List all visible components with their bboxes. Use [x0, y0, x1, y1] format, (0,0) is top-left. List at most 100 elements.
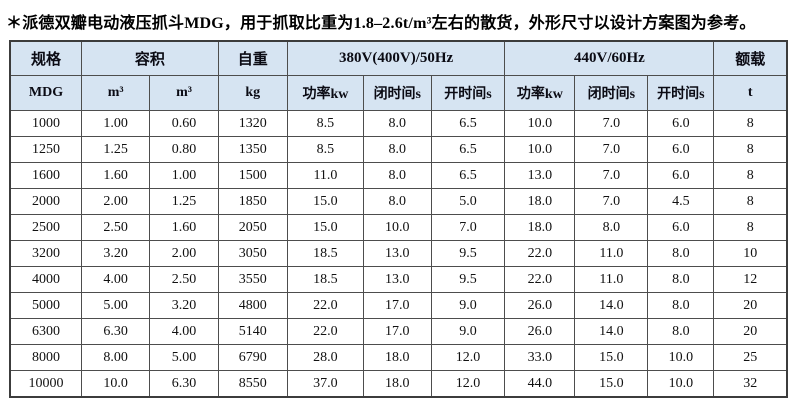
- value-cell: 14.0: [574, 292, 649, 319]
- value-cell: 2.00: [149, 240, 219, 267]
- table-row: 4000 4.00 2.50 3550 18.5 13.0 9.5 22.0 11.0 8.0 12: [9, 266, 788, 293]
- value-cell: 3.20: [80, 240, 151, 267]
- value-cell: 8.0: [647, 266, 715, 293]
- sub-header-row: MDG m³ m³ kg 功率kw 闭时间s 开时间s 功率kw 闭时间s 开时间s t: [9, 75, 788, 111]
- table-row: 1250 1.25 0.80 1350 8.5 8.0 6.5 10.0 7.0 6.0 8: [9, 136, 788, 163]
- value-cell: 15.0: [574, 370, 649, 398]
- value-cell: 18.0: [363, 370, 432, 398]
- value-cell: 8: [713, 214, 788, 241]
- value-cell: 5.00: [80, 292, 151, 319]
- value-cell: 2050: [217, 214, 288, 241]
- value-cell: 4.00: [149, 318, 219, 345]
- column-header: 功率kw: [286, 75, 365, 111]
- model-cell: 3200: [9, 240, 82, 267]
- value-cell: 1350: [217, 136, 288, 163]
- value-cell: 6.0: [647, 214, 715, 241]
- value-cell: 13.0: [363, 240, 432, 267]
- column-header: MDG: [9, 75, 82, 111]
- value-cell: 7.0: [574, 188, 649, 215]
- value-cell: 15.0: [286, 214, 365, 241]
- value-cell: 11.0: [286, 162, 365, 189]
- value-cell: 9.0: [430, 292, 506, 319]
- table-row: 8000 8.00 5.00 6790 28.0 18.0 12.0 33.0 15.0 10.0…: [9, 344, 788, 371]
- column-header: kg: [217, 75, 288, 111]
- value-cell: 6.5: [430, 110, 506, 137]
- value-cell: 1.25: [149, 188, 219, 215]
- value-cell: 5.00: [149, 344, 219, 371]
- table-row: 3200 3.20 2.00 3050 18.5 13.0 9.5 22.0 11.0 8.0 10: [9, 240, 788, 267]
- table-row: 5000 5.00 3.20 4800 22.0 17.0 9.0 26.0 14.0 8.0 20: [9, 292, 788, 319]
- value-cell: 10: [713, 240, 788, 267]
- value-cell: 26.0: [504, 318, 576, 345]
- value-cell: 28.0: [286, 344, 365, 371]
- model-cell: 2500: [9, 214, 82, 241]
- value-cell: 13.0: [363, 266, 432, 293]
- value-cell: 8.0: [363, 136, 432, 163]
- table-body: 1000 1.00 0.60 1320 8.5 8.0 6.5 10.0 7.0 6.0 8 1250…: [9, 110, 788, 398]
- value-cell: 7.0: [430, 214, 506, 241]
- value-cell: 1.25: [80, 136, 151, 163]
- table-caption: ＊派德双瓣电动液压抓斗MDG，用于抓取比重为1.8–2.6t/m³左右的散货，外…: [6, 15, 756, 32]
- value-cell: 10.0: [504, 110, 576, 137]
- value-cell: 10.0: [504, 136, 576, 163]
- table-row: 6300 6.30 4.00 5140 22.0 17.0 9.0 26.0 14.0 8.0 20: [9, 318, 788, 345]
- model-cell: 2000: [9, 188, 82, 215]
- value-cell: 18.0: [504, 214, 576, 241]
- value-cell: 8.0: [363, 188, 432, 215]
- value-cell: 3550: [217, 266, 288, 293]
- value-cell: 17.0: [363, 292, 432, 319]
- value-cell: 1.60: [149, 214, 219, 241]
- value-cell: 18.5: [286, 240, 365, 267]
- value-cell: 0.60: [149, 110, 219, 137]
- value-cell: 3.20: [149, 292, 219, 319]
- value-cell: 7.0: [574, 136, 649, 163]
- value-cell: 37.0: [286, 370, 365, 398]
- value-cell: 6.30: [80, 318, 151, 345]
- value-cell: 5140: [217, 318, 288, 345]
- value-cell: 8.0: [363, 110, 432, 137]
- value-cell: 33.0: [504, 344, 576, 371]
- value-cell: 6.0: [647, 136, 715, 163]
- value-cell: 8: [713, 110, 788, 137]
- value-cell: 32: [713, 370, 788, 398]
- model-cell: 4000: [9, 266, 82, 293]
- column-group-header: 自重: [217, 40, 288, 76]
- value-cell: 18.0: [363, 344, 432, 371]
- value-cell: 10.0: [647, 344, 715, 371]
- value-cell: 44.0: [504, 370, 576, 398]
- value-cell: 20: [713, 318, 788, 345]
- value-cell: 6.5: [430, 162, 506, 189]
- model-cell: 1000: [9, 110, 82, 137]
- value-cell: 6.0: [647, 162, 715, 189]
- value-cell: 12.0: [430, 344, 506, 371]
- value-cell: 9.5: [430, 266, 506, 293]
- value-cell: 8.00: [80, 344, 151, 371]
- table-row: 2000 2.00 1.25 1850 15.0 8.0 5.0 18.0 7.0 4.5 8: [9, 188, 788, 215]
- value-cell: 8: [713, 188, 788, 215]
- value-cell: 8: [713, 162, 788, 189]
- model-cell: 6300: [9, 318, 82, 345]
- model-cell: 10000: [9, 370, 82, 398]
- value-cell: 8.0: [647, 240, 715, 267]
- value-cell: 22.0: [286, 318, 365, 345]
- value-cell: 15.0: [286, 188, 365, 215]
- value-cell: 18.0: [504, 188, 576, 215]
- table-row: 2500 2.50 1.60 2050 15.0 10.0 7.0 18.0 8.0 6.0 8: [9, 214, 788, 241]
- column-group-header: 容积: [80, 40, 219, 76]
- value-cell: 8.5: [286, 136, 365, 163]
- model-cell: 1250: [9, 136, 82, 163]
- value-cell: 4800: [217, 292, 288, 319]
- value-cell: 1.60: [80, 162, 151, 189]
- value-cell: 2.50: [80, 214, 151, 241]
- value-cell: 1850: [217, 188, 288, 215]
- table-row: 10000 10.0 6.30 8550 37.0 18.0 12.0 44.0 15.0 10.…: [9, 370, 788, 398]
- value-cell: 26.0: [504, 292, 576, 319]
- value-cell: 22.0: [504, 266, 576, 293]
- value-cell: 1.00: [149, 162, 219, 189]
- value-cell: 3050: [217, 240, 288, 267]
- value-cell: 11.0: [574, 240, 649, 267]
- column-group-header: 380V(400V)/50Hz: [286, 40, 506, 76]
- value-cell: 9.5: [430, 240, 506, 267]
- value-cell: 6.30: [149, 370, 219, 398]
- value-cell: 8550: [217, 370, 288, 398]
